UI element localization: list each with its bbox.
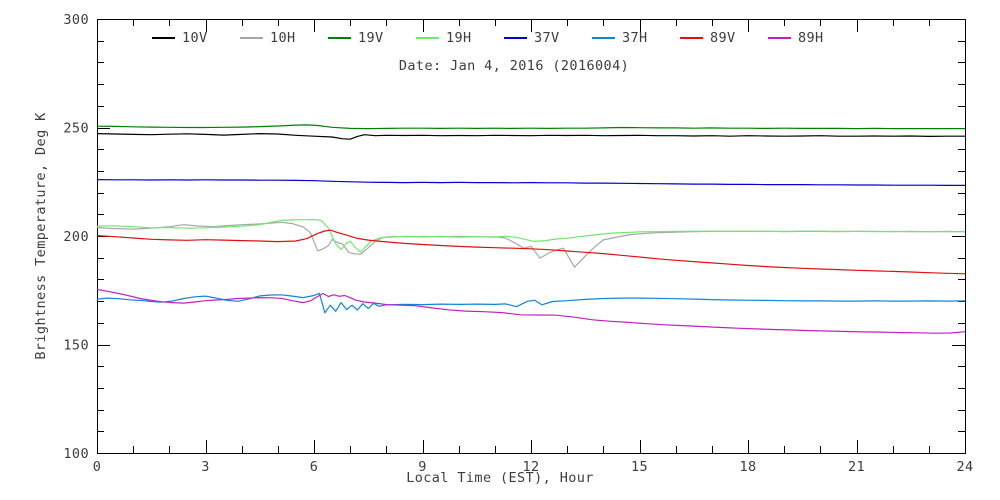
legend-label-10V: 10V [182, 30, 208, 46]
legend-swatch-19H [416, 37, 439, 39]
legend-item-10H: 10H [240, 30, 328, 46]
legend-item-19V: 19V [328, 30, 416, 46]
legend-swatch-19V [328, 37, 351, 39]
legend-swatch-37V [504, 37, 527, 39]
series-line-37V [96, 179, 965, 186]
legend-item-89H: 89H [768, 30, 856, 46]
legend-item-37H: 37H [592, 30, 680, 46]
x-tick-label-15: 15 [631, 459, 648, 475]
legend-label-19V: 19V [358, 30, 384, 46]
x-tick-label-6: 6 [310, 459, 319, 475]
x-tick-label-18: 18 [739, 459, 756, 475]
legend-swatch-10V [152, 37, 175, 39]
series-line-10V [96, 133, 965, 140]
y-tick-label-250: 250 [63, 121, 89, 137]
x-axis-title: Local Time (EST), Hour [406, 470, 594, 486]
x-tick-label-3: 3 [201, 459, 210, 475]
axes-frame [97, 19, 966, 454]
series-line-10H [96, 221, 966, 268]
legend-swatch-10H [240, 37, 263, 39]
date-label: Date: Jan 4, 2016 (2016004) [398, 58, 630, 74]
series-line-19V [96, 124, 965, 130]
legend-item-19H: 19H [416, 30, 504, 46]
x-tick-label-12: 12 [522, 459, 539, 475]
legend-swatch-37H [592, 37, 615, 39]
x-tick-label-21: 21 [848, 459, 865, 475]
x-tick-label-24: 24 [956, 459, 973, 475]
series-line-37H [96, 292, 966, 314]
legend-item-89V: 89V [680, 30, 768, 46]
y-axis-title: Brightness Temperature, Deg K [33, 112, 49, 360]
series-line-89H [96, 288, 966, 334]
legend: 10V 10H 19V 19H 37V 37H 89V 89H [152, 30, 856, 46]
y-tick-label-100: 100 [63, 446, 89, 462]
series-line-19H [96, 218, 965, 253]
legend-label-89H: 89H [798, 30, 824, 46]
legend-label-10H: 10H [270, 30, 296, 46]
legend-item-37V: 37V [504, 30, 592, 46]
legend-label-37V: 37V [534, 30, 560, 46]
legend-label-89V: 89V [710, 30, 736, 46]
legend-swatch-89H [768, 37, 791, 39]
y-tick-label-150: 150 [63, 338, 89, 354]
x-tick-label-9: 9 [418, 459, 427, 475]
legend-label-19H: 19H [446, 30, 472, 46]
series-line-89V [96, 229, 966, 275]
legend-label-37H: 37H [622, 30, 648, 46]
x-tick-label-0: 0 [93, 459, 102, 475]
y-tick-label-200: 200 [63, 229, 89, 245]
legend-item-10V: 10V [152, 30, 240, 46]
legend-swatch-89V [680, 37, 703, 39]
y-tick-label-300: 300 [63, 12, 89, 28]
